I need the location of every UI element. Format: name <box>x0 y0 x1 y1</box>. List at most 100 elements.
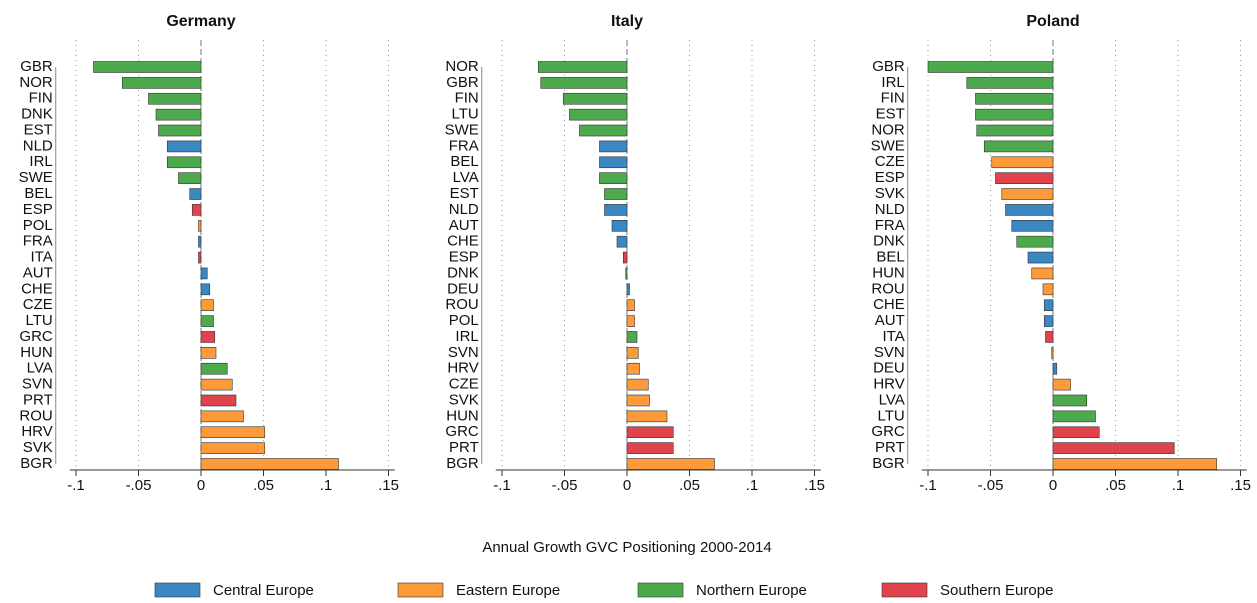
y-tick-label: FRA <box>23 233 53 250</box>
bar <box>198 251 202 264</box>
y-tick-label: SVN <box>874 344 905 361</box>
y-tick-label: ROU <box>871 280 904 297</box>
y-tick-label: FIN <box>29 90 53 107</box>
y-tick-label: ROU <box>19 407 52 424</box>
bar <box>626 347 639 359</box>
bar <box>189 188 202 200</box>
legend-swatch <box>637 582 684 598</box>
y-tick-label: POL <box>23 217 53 234</box>
y-tick-label: GBR <box>20 58 53 75</box>
y-tick-label: HRV <box>447 360 478 377</box>
bar <box>562 92 628 105</box>
x-tick-label: 0 <box>197 477 205 494</box>
x-tick-label: .05 <box>253 477 274 494</box>
y-tick-label: IRL <box>881 74 904 91</box>
bar <box>1016 235 1054 248</box>
y-tick-label: LVA <box>453 169 479 186</box>
y-tick-label: HRV <box>873 376 904 393</box>
y-tick-label: DNK <box>447 264 479 281</box>
bar <box>976 124 1054 137</box>
legend-swatch <box>397 582 444 598</box>
y-tick-label: ESP <box>875 169 905 186</box>
bar <box>626 299 635 312</box>
y-tick-label: PRT <box>23 391 53 408</box>
y-tick-label: CZE <box>875 153 905 170</box>
y-tick-label: BEL <box>24 185 52 202</box>
y-tick-label: FIN <box>881 90 905 107</box>
legend-label: Eastern Europe <box>456 582 560 599</box>
bar <box>966 77 1054 89</box>
bar <box>1052 442 1175 454</box>
y-tick-label: LTU <box>878 407 905 424</box>
bar <box>626 331 638 343</box>
bar <box>200 315 214 327</box>
y-tick-label: BGR <box>20 455 53 472</box>
x-axis-label: Annual Growth GVC Positioning 2000-2014 <box>482 539 771 556</box>
bar <box>599 156 628 169</box>
y-tick-label: GBR <box>446 74 479 91</box>
x-tick-label: .15 <box>378 477 399 494</box>
bar <box>166 140 202 153</box>
bar <box>537 61 628 73</box>
panel-title: Germany <box>166 13 235 30</box>
y-tick-label: PRT <box>449 439 479 456</box>
y-tick-label: SVK <box>23 439 53 456</box>
bar <box>626 378 649 391</box>
bar <box>200 283 211 296</box>
bar <box>121 77 202 89</box>
y-tick-label: AUT <box>875 312 905 329</box>
x-tick-label: -.05 <box>126 477 152 494</box>
bar <box>626 362 640 375</box>
bar <box>927 61 1054 73</box>
y-tick-label: FRA <box>875 217 905 234</box>
bar <box>975 92 1054 105</box>
y-tick-label: GRC <box>19 328 53 345</box>
panel-title: Italy <box>611 13 643 30</box>
bar <box>200 331 216 343</box>
bar <box>975 108 1054 121</box>
y-tick-label: HUN <box>20 344 53 361</box>
bar <box>626 315 635 327</box>
bar <box>1051 347 1054 359</box>
y-tick-label: FIN <box>455 90 479 107</box>
y-tick-label: SWE <box>19 169 53 186</box>
bar <box>1052 458 1218 470</box>
legend-swatch <box>881 582 928 598</box>
bar <box>1042 283 1054 296</box>
y-tick-label: BGR <box>446 455 479 472</box>
bar <box>611 220 628 232</box>
y-tick-label: ROU <box>445 296 478 313</box>
y-tick-label: CZE <box>23 296 53 313</box>
y-tick-label: SWE <box>871 137 905 154</box>
y-tick-label: DNK <box>873 233 905 250</box>
bar <box>166 156 202 169</box>
y-tick-label: FRA <box>449 137 479 154</box>
bar <box>1052 394 1088 407</box>
x-tick-label: -.1 <box>493 477 511 494</box>
y-tick-label: GBR <box>872 58 905 75</box>
x-tick-label: -.05 <box>978 477 1004 494</box>
y-tick-label: CHE <box>873 296 905 313</box>
bar <box>198 220 202 232</box>
y-tick-label: SWE <box>445 121 479 138</box>
bar <box>616 235 628 248</box>
y-tick-label: ESP <box>449 249 479 266</box>
bar <box>991 156 1054 169</box>
x-tick-label: -.1 <box>919 477 937 494</box>
y-tick-label: EST <box>876 106 905 123</box>
bar <box>622 251 628 264</box>
bar <box>93 61 202 73</box>
y-tick-label: LTU <box>26 312 53 329</box>
y-tick-label: LVA <box>879 391 905 408</box>
bar <box>198 235 202 248</box>
bar <box>569 108 628 121</box>
y-tick-label: IRL <box>455 328 478 345</box>
bar <box>200 267 208 280</box>
y-tick-label: SVK <box>449 391 479 408</box>
x-tick-label: 0 <box>1049 477 1057 494</box>
bar <box>200 410 244 423</box>
y-tick-label: SVN <box>22 376 53 393</box>
y-tick-label: LTU <box>452 106 479 123</box>
